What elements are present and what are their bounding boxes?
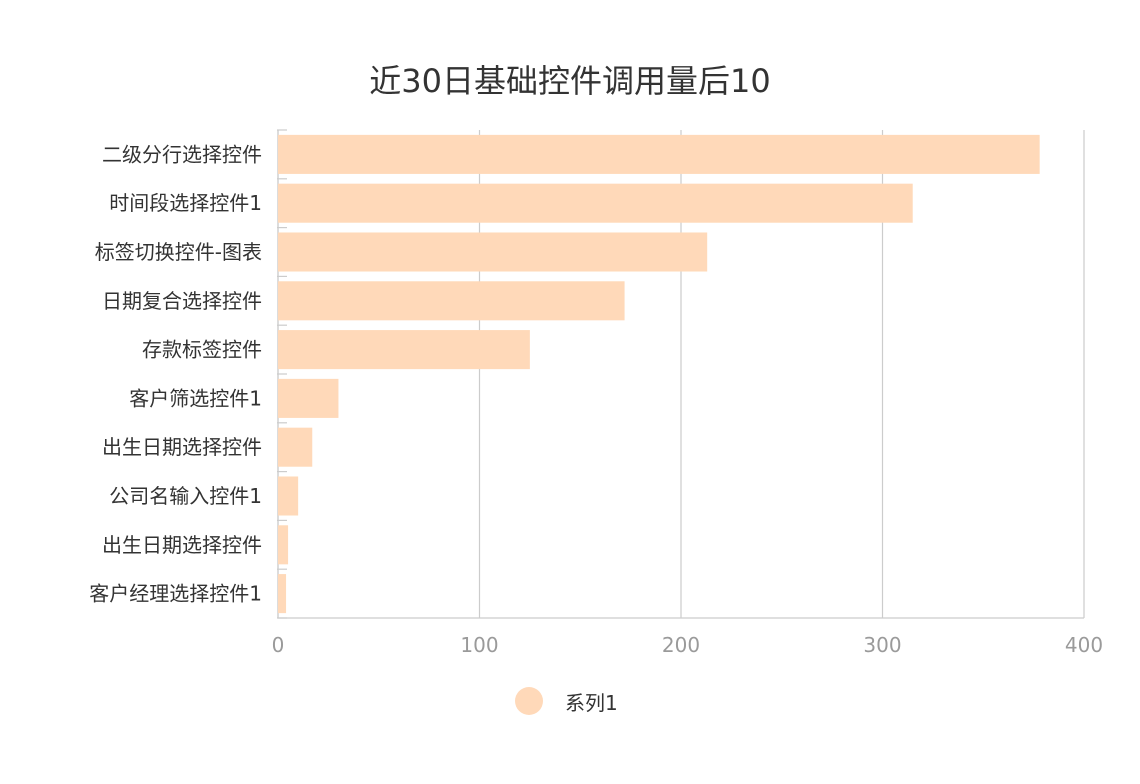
category-label: 二级分行选择控件: [102, 142, 262, 166]
x-tick-label: 400: [1065, 633, 1103, 657]
bar[interactable]: [278, 476, 299, 516]
legend-label: 系列1: [565, 690, 618, 715]
bar[interactable]: [278, 378, 339, 418]
x-tick-label: 300: [863, 633, 901, 657]
category-label: 出生日期选择控件: [102, 435, 262, 459]
chart-title: 近30日基础控件调用量后10: [369, 62, 771, 100]
x-tick-label: 200: [662, 633, 700, 657]
legend-swatch: [515, 687, 543, 715]
x-tick-label: 100: [460, 633, 498, 657]
category-label: 日期复合选择控件: [102, 289, 262, 313]
category-label: 公司名输入控件1: [109, 484, 262, 508]
category-label: 出生日期选择控件: [102, 533, 262, 557]
bar[interactable]: [278, 427, 313, 467]
category-label: 客户筛选控件1: [129, 386, 262, 410]
bar[interactable]: [278, 525, 289, 565]
x-tick-label: 0: [272, 633, 285, 657]
category-label: 存款标签控件: [142, 338, 262, 362]
bar[interactable]: [278, 134, 1040, 174]
category-label: 客户经理选择控件1: [89, 582, 262, 606]
bar[interactable]: [278, 574, 287, 614]
bar[interactable]: [278, 330, 530, 370]
bar[interactable]: [278, 281, 625, 321]
category-label: 时间段选择控件1: [109, 191, 262, 215]
category-label: 标签切换控件-图表: [95, 240, 262, 264]
bar[interactable]: [278, 183, 913, 223]
bar[interactable]: [278, 232, 708, 272]
legend[interactable]: 系列1: [515, 686, 618, 716]
